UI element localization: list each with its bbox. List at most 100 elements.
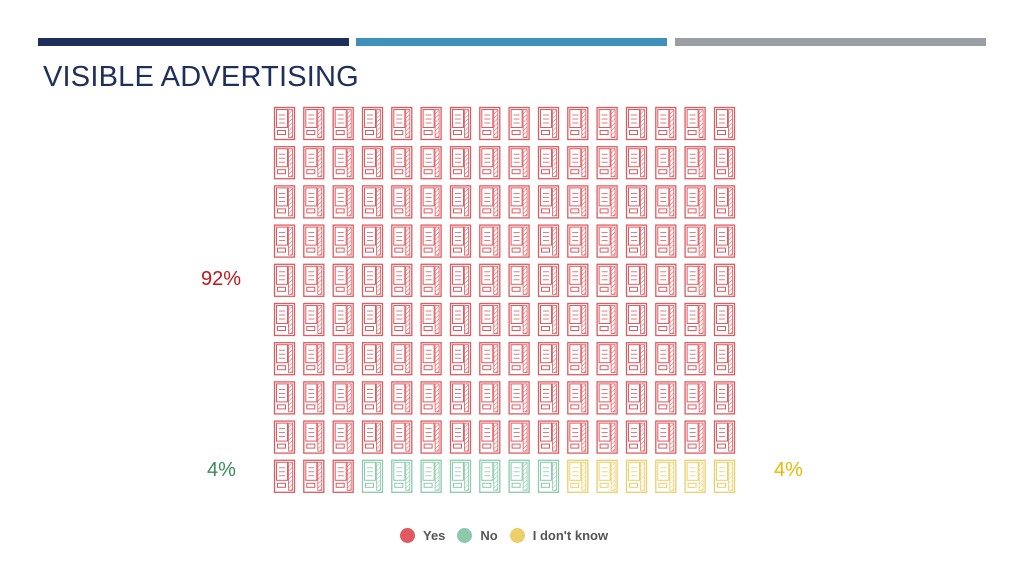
vending-machine-icon bbox=[655, 146, 677, 180]
vending-machine-icon bbox=[508, 420, 530, 454]
vending-machine-icon bbox=[537, 185, 560, 219]
vending-machine-icon bbox=[273, 420, 296, 454]
vending-machine-icon bbox=[596, 342, 618, 376]
vending-machine-icon bbox=[273, 342, 296, 376]
vending-machine-icon bbox=[420, 420, 442, 454]
header-bar-navy bbox=[38, 38, 349, 46]
vending-machine-icon bbox=[625, 302, 648, 337]
vending-machine-icon bbox=[420, 185, 442, 219]
vending-machine-icon bbox=[361, 420, 384, 454]
no-percent-label: 4% bbox=[207, 459, 236, 481]
vending-machine-icon bbox=[449, 106, 472, 141]
vending-machine-icon bbox=[420, 106, 442, 141]
vending-machine-icon bbox=[420, 459, 442, 493]
header-bar-gray bbox=[675, 38, 986, 46]
vending-machine-icon bbox=[479, 263, 501, 297]
vending-machine-icon bbox=[303, 106, 325, 141]
yes-percent-label: 92% bbox=[201, 268, 242, 290]
vending-machine-icon bbox=[479, 420, 501, 454]
vending-machine-icon bbox=[508, 106, 530, 141]
vending-machine-icon bbox=[273, 263, 296, 297]
vending-machine-icon bbox=[273, 381, 296, 415]
vending-machine-icon bbox=[713, 420, 736, 454]
vending-machine-icon bbox=[303, 342, 325, 376]
vending-machine-icon bbox=[361, 146, 384, 180]
vending-machine-icon bbox=[332, 459, 354, 493]
vending-machine-icon bbox=[713, 302, 736, 337]
vending-machine-icon bbox=[655, 381, 677, 415]
vending-machine-icon bbox=[567, 302, 589, 337]
vending-machine-icon bbox=[567, 381, 589, 415]
vending-machine-icon bbox=[713, 185, 736, 219]
vending-machine-icon bbox=[625, 224, 648, 258]
vending-machine-icon bbox=[508, 185, 530, 219]
vending-machine-icon bbox=[684, 106, 706, 141]
vending-machine-icon bbox=[684, 146, 706, 180]
vending-machine-icon bbox=[303, 381, 325, 415]
vending-machine-icon bbox=[420, 146, 442, 180]
vending-machine-icon bbox=[596, 459, 618, 493]
vending-machine-icon bbox=[449, 420, 472, 454]
vending-machine-icon bbox=[449, 342, 472, 376]
vending-machine-icon bbox=[537, 106, 560, 141]
vending-machine-icon bbox=[508, 224, 530, 258]
vending-machine-icon bbox=[449, 263, 472, 297]
vending-machine-icon bbox=[713, 146, 736, 180]
vending-machine-icon bbox=[508, 146, 530, 180]
vending-machine-icon bbox=[655, 302, 677, 337]
vending-machine-icon bbox=[391, 459, 413, 493]
vending-machine-icon bbox=[273, 302, 296, 337]
vending-machine-icon bbox=[420, 381, 442, 415]
vending-machine-icon bbox=[655, 185, 677, 219]
vending-machine-icon bbox=[684, 224, 706, 258]
vending-machine-icon bbox=[391, 420, 413, 454]
vending-machine-icon bbox=[391, 381, 413, 415]
vending-machine-icon bbox=[449, 224, 472, 258]
vending-machine-icon bbox=[713, 381, 736, 415]
vending-machine-icon bbox=[303, 420, 325, 454]
vending-machine-icon bbox=[655, 263, 677, 297]
vending-machine-icon bbox=[625, 146, 648, 180]
vending-machine-icon bbox=[567, 224, 589, 258]
vending-machine-icon bbox=[537, 302, 560, 337]
vending-machine-icon bbox=[420, 342, 442, 376]
vending-machine-icon bbox=[625, 459, 648, 493]
vending-machine-icon bbox=[567, 146, 589, 180]
legend-label-dont-know: I don't know bbox=[532, 527, 609, 543]
legend-swatch-dont-know bbox=[509, 527, 525, 543]
vending-machine-icon bbox=[303, 459, 325, 493]
vending-machine-icon bbox=[655, 342, 677, 376]
vending-machine-icon bbox=[449, 459, 472, 493]
legend-item-no: No bbox=[457, 527, 498, 543]
vending-machine-icon bbox=[684, 302, 706, 337]
slide-title: VISIBLE ADVERTISING bbox=[43, 61, 359, 93]
vending-machine-icon bbox=[391, 263, 413, 297]
vending-machine-icon bbox=[479, 459, 501, 493]
vending-machine-icon bbox=[625, 342, 648, 376]
vending-machine-icon bbox=[537, 459, 560, 493]
vending-machine-icon bbox=[332, 185, 354, 219]
vending-machine-icon bbox=[508, 302, 530, 337]
vending-machine-icon bbox=[508, 381, 530, 415]
vending-machine-icon bbox=[303, 263, 325, 297]
vending-machine-icon bbox=[449, 146, 472, 180]
vending-machine-icon bbox=[273, 459, 296, 493]
vending-machine-icon bbox=[537, 381, 560, 415]
vending-machine-icon bbox=[537, 342, 560, 376]
vending-machine-icon bbox=[537, 146, 560, 180]
vending-machine-icon bbox=[596, 106, 618, 141]
vending-machine-icon bbox=[596, 302, 618, 337]
vending-machine-icon bbox=[684, 263, 706, 297]
vending-machine-icon bbox=[537, 224, 560, 258]
vending-machine-icon bbox=[596, 224, 618, 258]
vending-machine-icon bbox=[567, 459, 589, 493]
vending-machine-icon bbox=[567, 342, 589, 376]
vending-machine-icon bbox=[713, 459, 736, 493]
vending-machine-icon bbox=[391, 146, 413, 180]
vending-machine-icon bbox=[273, 106, 296, 141]
vending-machine-icon bbox=[625, 381, 648, 415]
vending-machine-icon bbox=[567, 106, 589, 141]
chart-legend: Yes No I don't know bbox=[400, 526, 620, 544]
vending-machine-icon bbox=[303, 302, 325, 337]
vending-machine-icon bbox=[391, 224, 413, 258]
